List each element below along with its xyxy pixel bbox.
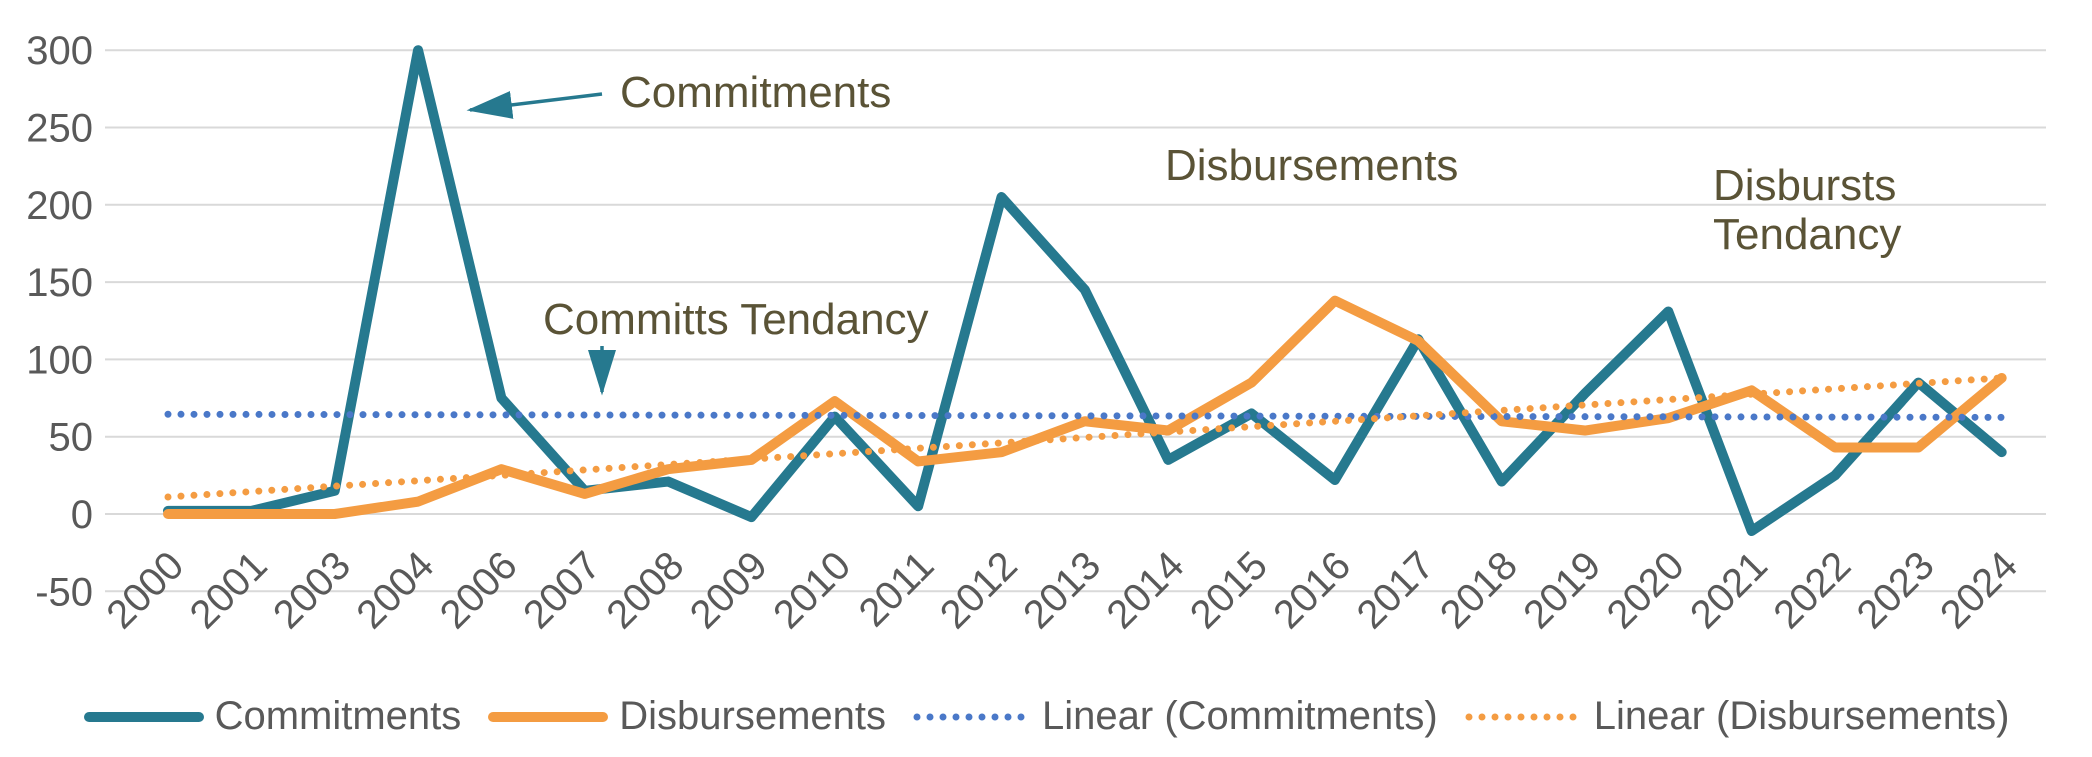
- x-tick-label: 2012: [932, 543, 1026, 637]
- annotation-committs-tendancy: Committs Tendancy: [543, 295, 929, 396]
- legend-label: Commitments: [214, 694, 462, 738]
- series-line-disbursements: [163, 295, 2007, 519]
- x-tick-label: 2023: [1849, 543, 1943, 637]
- x-tick-label: 2004: [348, 543, 442, 637]
- y-tick-label: 100: [26, 338, 93, 382]
- x-tick-label: 2000: [98, 543, 192, 637]
- y-tick-label: 300: [26, 29, 93, 73]
- y-tick-label: 200: [26, 184, 93, 228]
- legend-item-disbursements[interactable]: Disbursements: [487, 694, 886, 739]
- y-tick-label: 150: [26, 261, 93, 305]
- x-tick-label: 2008: [598, 543, 692, 637]
- annotation-commitments: Commitments: [466, 68, 891, 119]
- chart-legend: Commitments Disbursements Linear (Commit…: [0, 694, 2092, 739]
- y-tick-label: 50: [49, 416, 94, 460]
- x-tick-label: 2021: [1682, 543, 1776, 637]
- legend-item-linear-commitments[interactable]: Linear (Commitments): [912, 694, 1438, 739]
- annotation-commitments-arrow: [466, 91, 603, 119]
- y-axis-labels: 300 250 200 150 100 50 0 -50: [26, 29, 93, 614]
- commitments-line-swatch: [83, 711, 204, 722]
- x-tick-label: 2020: [1599, 543, 1693, 637]
- x-tick-label: 2010: [765, 543, 859, 637]
- legend-label: Disbursements: [619, 694, 887, 738]
- x-tick-label: 2019: [1515, 543, 1609, 637]
- x-tick-label: 2006: [432, 543, 526, 637]
- y-tick-label: 250: [26, 107, 93, 151]
- annotation-commitments-label: Commitments: [620, 68, 891, 117]
- y-tick-label: 0: [71, 493, 93, 537]
- x-tick-label: 2015: [1182, 543, 1276, 637]
- x-tick-label: 2022: [1765, 543, 1859, 637]
- x-tick-label: 2018: [1432, 543, 1526, 637]
- annotation-disbursts-line1: Disbursts: [1713, 161, 1896, 210]
- gridlines: [105, 49, 2046, 593]
- x-tick-label: 2003: [265, 543, 359, 637]
- disbursements-line-swatch: [488, 711, 609, 722]
- annotation-disbursements: Disbursements: [1165, 141, 1458, 190]
- x-tick-label: 2024: [1932, 543, 2026, 637]
- x-tick-label: 2011: [851, 543, 943, 635]
- legend-label: Linear (Commitments): [1042, 694, 1438, 738]
- series-line-commitments: [163, 45, 2007, 537]
- legend-item-commitments[interactable]: Commitments: [83, 694, 462, 739]
- legend-item-linear-disbursements[interactable]: Linear (Disbursements): [1464, 694, 2010, 739]
- annotation-committs-tendancy-label: Committs Tendancy: [543, 295, 929, 344]
- x-tick-label: 2014: [1099, 543, 1193, 637]
- x-tick-label: 2016: [1265, 543, 1359, 637]
- linear-disbursements-dotted-swatch: [1465, 713, 1583, 720]
- annotation-disbursements-label: Disbursements: [1165, 141, 1458, 190]
- x-tick-label: 2009: [682, 543, 776, 637]
- x-tick-label: 2001: [182, 543, 276, 637]
- data-series: [163, 45, 2007, 537]
- x-tick-label: 2013: [1015, 543, 1109, 637]
- linear-commitments-dotted-swatch: [913, 713, 1031, 720]
- y-tick-label: -50: [35, 570, 93, 614]
- x-tick-label: 2007: [515, 543, 609, 637]
- x-axis-labels: 2000200120032004200620072008200920102011…: [98, 543, 2026, 637]
- trendline-linear-disbursements-: [164, 374, 2006, 501]
- x-tick-label: 2017: [1349, 543, 1443, 637]
- annotation-disbursts-tendancy: Disbursts Tendancy: [1713, 161, 1901, 259]
- annotation-disbursts-line2: Tendancy: [1713, 210, 1901, 259]
- legend-label: Linear (Disbursements): [1593, 694, 2010, 738]
